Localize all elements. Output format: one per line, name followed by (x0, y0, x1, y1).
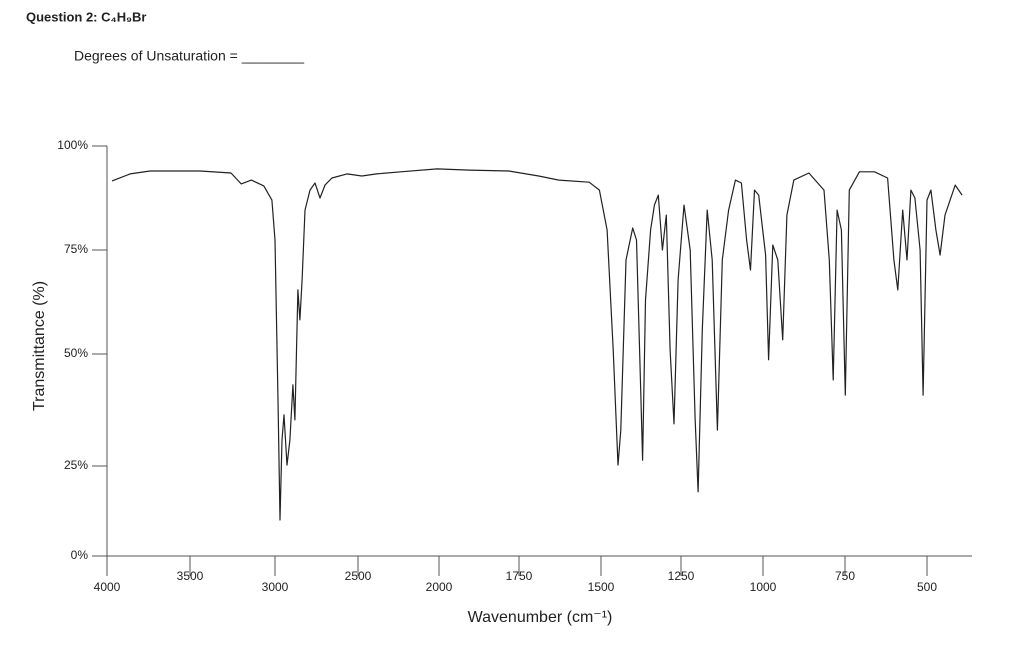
y-tick-label: 100% (57, 138, 88, 152)
y-tick-label: 25% (64, 458, 88, 472)
x-tick-label: 4000 (94, 580, 121, 594)
y-tick-label: 0% (71, 548, 89, 562)
y-tick-label: 75% (64, 242, 88, 256)
chart-title: Question 2: C₄H₉Br (26, 9, 146, 24)
x-tick-label: 2000 (426, 580, 453, 594)
x-axis-label: Wavenumber (cm⁻¹) (468, 609, 613, 626)
x-tick-label: 500 (917, 580, 937, 594)
x-tick-label: 1250 (668, 569, 695, 583)
chart-subtitle: Degrees of Unsaturation = ________ (74, 48, 304, 64)
y-tick-label: 50% (64, 346, 88, 360)
x-tick-label: 750 (835, 569, 855, 583)
x-tick-label: 1000 (750, 580, 777, 594)
x-tick-label: 1500 (588, 580, 615, 594)
x-tick-label: 2500 (345, 569, 372, 583)
x-tick-label: 3500 (177, 569, 204, 583)
x-tick-label: 1750 (506, 569, 533, 583)
y-axis-label: Transmittance (%) (31, 281, 48, 411)
spectrum-line (111, 168, 963, 521)
x-tick-label: 3000 (262, 580, 289, 594)
